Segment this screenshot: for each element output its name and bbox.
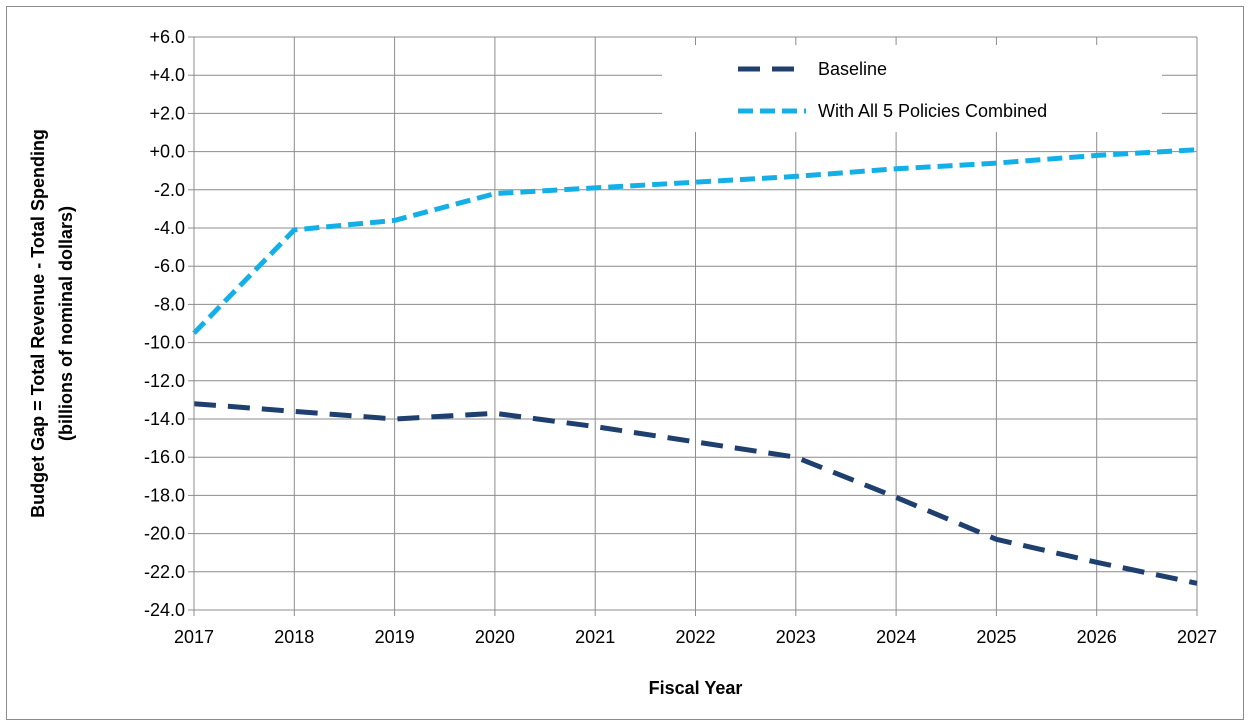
y-tick-label: +0.0 <box>149 142 185 162</box>
x-tick-label: 2017 <box>174 627 214 647</box>
y-tick-label: -20.0 <box>144 524 185 544</box>
y-tick-label: -10.0 <box>144 333 185 353</box>
y-axis-title-line1: Budget Gap = Total Revenue - Total Spend… <box>28 129 48 518</box>
series-lines <box>192 147 1198 586</box>
y-tick-label: -22.0 <box>144 562 185 582</box>
x-tick-label: 2025 <box>976 627 1016 647</box>
x-tick-label: 2021 <box>575 627 615 647</box>
y-tick-label: +6.0 <box>149 27 185 47</box>
legend: Baseline With All 5 Policies Combined <box>738 59 1047 121</box>
series-line-policies-combined <box>192 147 1198 335</box>
y-tick-label: -18.0 <box>144 485 185 505</box>
y-tick-label: -4.0 <box>154 218 185 238</box>
x-tick-label: 2019 <box>375 627 415 647</box>
axes: +6.0 +4.0 +2.0 +0.0 -2.0 -4.0 -6.0 -8.0 -10.0 -12… <box>144 27 1217 647</box>
y-tick-label: -12.0 <box>144 371 185 391</box>
y-tick-label: -24.0 <box>144 600 185 620</box>
x-tick-label: 2022 <box>675 627 715 647</box>
y-tick-label: +4.0 <box>149 65 185 85</box>
y-axis-title-line2: (billions of nominal dollars) <box>56 206 76 441</box>
y-tick-label: +2.0 <box>149 103 185 123</box>
x-axis-title: Fiscal Year <box>649 678 743 698</box>
legend-background <box>662 45 1162 132</box>
x-tick-label: 2027 <box>1177 627 1217 647</box>
legend-label: With All 5 Policies Combined <box>818 101 1047 121</box>
y-tick-label: -14.0 <box>144 409 185 429</box>
grid <box>193 36 1198 611</box>
y-tick-label: -6.0 <box>154 256 185 276</box>
x-tick-label: 2018 <box>274 627 314 647</box>
legend-label: Baseline <box>818 59 887 79</box>
y-tick-label: -2.0 <box>154 180 185 200</box>
x-tick-label: 2026 <box>1077 627 1117 647</box>
series-line-baseline <box>193 401 1198 586</box>
y-tick-label: -8.0 <box>154 294 185 314</box>
x-tick-label: 2024 <box>876 627 916 647</box>
y-tick-label: -16.0 <box>144 447 185 467</box>
x-tick-label: 2020 <box>475 627 515 647</box>
x-tick-label: 2023 <box>776 627 816 647</box>
